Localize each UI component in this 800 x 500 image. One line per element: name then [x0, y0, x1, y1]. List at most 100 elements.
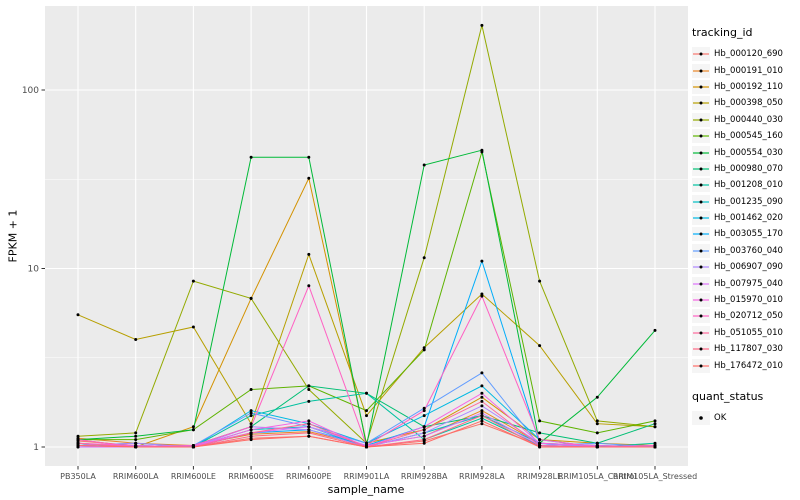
legend-item-Hb_000545_160: Hb_000545_160	[692, 128, 798, 144]
data-point	[595, 395, 599, 399]
legend-item-Hb_003055_170: Hb_003055_170	[692, 226, 798, 242]
x-axis-title: sample_name	[327, 483, 405, 496]
legend-line-key-icon	[692, 96, 710, 111]
legend-item-label: Hb_000440_030	[714, 114, 783, 125]
data-point	[480, 292, 484, 296]
data-point	[653, 419, 657, 423]
data-point	[480, 384, 484, 388]
legend-line-key-icon	[692, 325, 710, 340]
x-tick-label: RRIM600LE	[171, 472, 216, 481]
legend-item-Hb_176472_010: Hb_176472_010	[692, 357, 798, 373]
data-point	[249, 431, 253, 435]
data-point	[480, 411, 484, 415]
data-point	[422, 163, 426, 167]
legend-item-Hb_000554_030: Hb_000554_030	[692, 144, 798, 160]
data-point	[76, 441, 80, 445]
legend-line-key-icon	[692, 145, 710, 160]
data-point	[538, 441, 542, 445]
legend-item-label: Hb_001208_010	[714, 180, 783, 191]
legend-item-label: Hb_003055_170	[714, 229, 783, 240]
data-point	[191, 425, 195, 429]
data-point	[191, 279, 195, 283]
legend-item-label: Hb_000980_070	[714, 163, 783, 174]
data-point	[307, 155, 311, 159]
data-point	[134, 441, 138, 445]
data-point	[307, 419, 311, 423]
data-point	[249, 438, 253, 442]
data-point	[307, 384, 311, 388]
data-point	[422, 428, 426, 432]
legend-line-key-icon	[692, 161, 710, 176]
data-point	[653, 328, 657, 332]
legend-item-label: Hb_000192_110	[714, 81, 783, 92]
legend-item-Hb_000398_050: Hb_000398_050	[692, 95, 798, 111]
data-point	[191, 325, 195, 329]
x-tick-label: RRIM600PE	[286, 472, 332, 481]
data-point	[422, 414, 426, 418]
data-point	[249, 434, 253, 438]
data-point	[422, 438, 426, 442]
data-point	[422, 346, 426, 350]
data-point	[307, 422, 311, 426]
legend-line-key-icon	[692, 293, 710, 308]
data-point	[191, 428, 195, 432]
legend-line-key-icon	[692, 309, 710, 324]
quant-status-legend-list: OK	[692, 410, 798, 426]
data-point	[422, 256, 426, 260]
legend-line-key-icon	[692, 276, 710, 291]
legend-item-Hb_000191_010: Hb_000191_010	[692, 62, 798, 78]
data-point	[249, 425, 253, 429]
y-axis-title: FPKM + 1	[6, 209, 20, 263]
data-point	[595, 419, 599, 423]
x-tick-label: RRIM105LA_Stressed	[613, 472, 697, 481]
legend-item-label: Hb_020712_050	[714, 311, 783, 322]
data-point	[538, 419, 542, 423]
legend-line-key-icon	[692, 63, 710, 78]
data-point	[365, 414, 368, 418]
legend-panel: tracking_id Hb_000120_690 Hb_000191_010 Hb…	[692, 26, 798, 426]
data-point	[307, 434, 311, 438]
legend-item-Hb_000192_110: Hb_000192_110	[692, 79, 798, 95]
data-point	[653, 445, 657, 449]
x-tick-label: RRIM105LA_Control	[558, 472, 637, 481]
x-tick-label: RRIM600LA	[113, 472, 159, 481]
data-point	[480, 391, 484, 395]
legend-item-label: Hb_007975_040	[714, 278, 783, 289]
data-point	[365, 409, 368, 413]
data-point	[191, 445, 195, 449]
data-point	[538, 445, 542, 449]
data-point	[422, 441, 426, 445]
data-point	[249, 414, 253, 418]
data-point	[422, 409, 426, 413]
legend-item-Hb_006907_090: Hb_006907_090	[692, 259, 798, 275]
data-point	[249, 388, 253, 391]
legend-item-label: Hb_000398_050	[714, 98, 783, 109]
legend-line-key-icon	[692, 342, 710, 357]
legend-title-quant-status: quant_status	[692, 389, 764, 403]
x-tick-label: RRIM600SE	[228, 472, 274, 481]
data-point	[422, 434, 426, 438]
data-point	[480, 148, 484, 152]
data-point	[480, 419, 484, 423]
legend-line-key-icon	[692, 243, 710, 258]
data-point	[595, 445, 599, 449]
legend-line-key-icon	[692, 358, 710, 373]
legend-item-Hb_003760_040: Hb_003760_040	[692, 243, 798, 259]
data-point	[480, 23, 484, 27]
data-point	[653, 441, 657, 445]
legend-line-key-icon	[692, 112, 710, 127]
legend-item-label: Hb_001462_020	[714, 213, 783, 224]
y-tick-label: 100	[22, 86, 39, 96]
data-point	[422, 348, 426, 352]
data-point	[307, 428, 311, 432]
x-tick-label: RRIM928BA	[401, 472, 448, 481]
legend-item-Hb_000120_690: Hb_000120_690	[692, 46, 798, 62]
legend-point-key-icon	[692, 411, 710, 425]
data-point	[365, 391, 368, 395]
legend-line-key-icon	[692, 79, 710, 94]
data-point	[595, 422, 599, 426]
data-point	[480, 414, 484, 418]
x-tick-label: PB350LA	[60, 472, 96, 481]
data-point	[307, 388, 311, 391]
legend-item-Hb_007975_040: Hb_007975_040	[692, 275, 798, 291]
